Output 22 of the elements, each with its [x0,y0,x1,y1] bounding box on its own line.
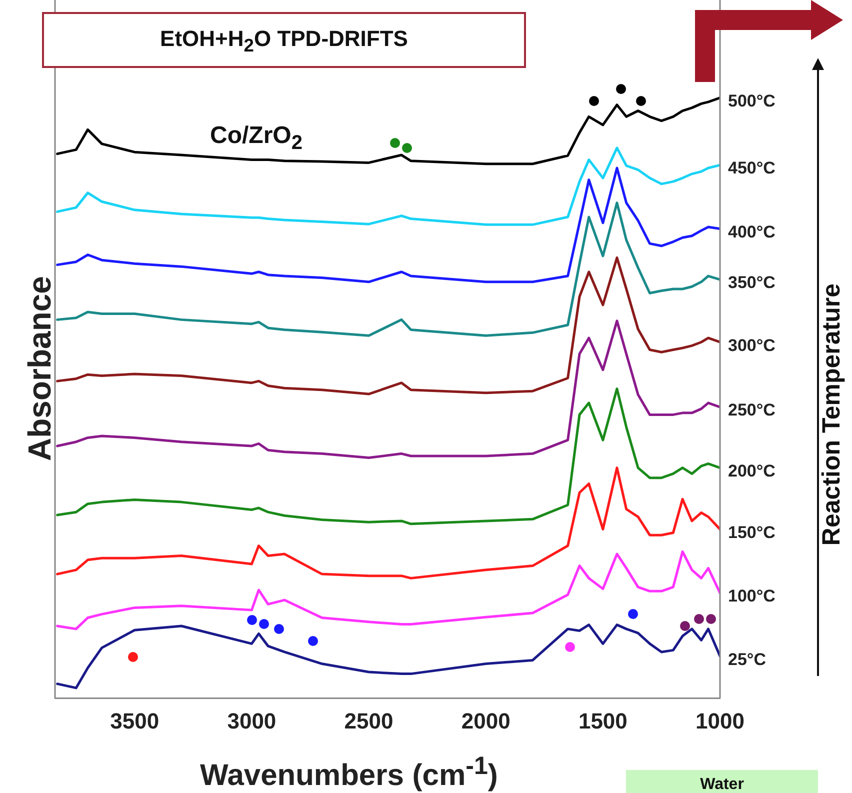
series-label: 350°C [728,273,776,292]
series-label: 450°C [728,158,776,178]
series-label: 100°C [728,586,776,606]
x-tick-label: 1000 [696,708,744,734]
x-tick-label: 3500 [110,708,160,734]
x-tick-label: 2000 [461,708,510,734]
text: Reaction Temperature [818,282,846,548]
series-label: 200°C [728,462,776,481]
series-label: 400°C [728,222,776,242]
series-label: 300°C [728,336,776,355]
y-axis-title: Absorbance [22,275,58,463]
text: Water [626,770,818,793]
x-tick-label: 1500 [578,708,628,734]
series-label: 500°C [728,91,776,110]
x-axis-title: Wavenumbers (cm$^{-1}$) [200,752,498,793]
x-tick-label: 3000 [227,708,276,734]
series-label: 250°C [728,400,776,420]
x-tick-label: 2500 [344,708,394,734]
chart-title: EtOH+H$_{2}$O TPD-DRIFTS [42,12,526,68]
series-label: 25°C [728,650,766,669]
series-label: 150°C [728,522,776,542]
annotation: Co/ZrO$_{2}$ [210,122,302,155]
